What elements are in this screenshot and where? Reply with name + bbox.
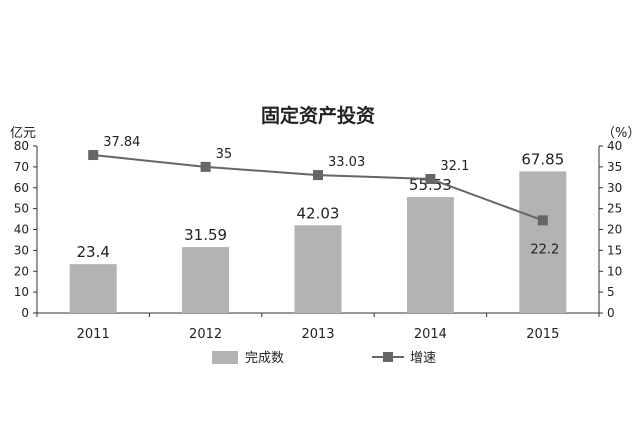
left-tick-label: 80 (14, 139, 29, 153)
left-tick-label: 30 (14, 243, 29, 257)
line-value-label: 22.2 (530, 242, 559, 257)
legend-bar-label: 完成数 (245, 351, 284, 366)
right-axis-unit: （%） (602, 126, 640, 141)
left-tick-label: 40 (14, 223, 29, 237)
right-tick-label: 25 (607, 202, 622, 216)
line-value-label: 32.1 (440, 159, 469, 174)
line-series (88, 150, 548, 226)
bar (69, 264, 117, 313)
left-tick-label: 50 (14, 202, 29, 216)
right-tick-label: 10 (607, 264, 622, 278)
x-tick-label: 2015 (526, 327, 559, 342)
left-tick-label: 70 (14, 160, 29, 174)
legend-bar-swatch (212, 351, 238, 364)
legend-line-marker (383, 352, 393, 362)
right-tick-label: 15 (607, 243, 622, 257)
legend-line-label: 增速 (410, 351, 436, 366)
left-tick-label: 60 (14, 181, 29, 195)
x-tick-label: 2012 (189, 327, 222, 342)
legend: 完成数 增速 (212, 351, 436, 366)
bar-series (69, 171, 567, 313)
bar (406, 197, 454, 313)
right-tick-label: 30 (607, 181, 622, 195)
line-value-label: 35 (216, 147, 233, 162)
bar-value-label: 55.53 (409, 176, 452, 194)
bar-value-label: 67.85 (521, 150, 564, 168)
left-tick-label: 10 (14, 285, 29, 299)
right-tick-label: 40 (607, 139, 622, 153)
right-tick-label: 35 (607, 160, 622, 174)
bar-value-label: 23.4 (76, 243, 109, 261)
line-point (200, 161, 211, 172)
bar-value-label: 42.03 (297, 204, 340, 222)
right-tick-label: 5 (607, 285, 615, 299)
left-tick-label: 20 (14, 264, 29, 278)
right-tick-label: 0 (607, 306, 615, 320)
line-point (313, 170, 323, 181)
x-tick-label: 2013 (301, 327, 334, 342)
x-axis-ticks: 2011 2012 2013 2014 2015 (36, 313, 600, 342)
line-value-label: 33.03 (328, 155, 365, 170)
left-tick-label: 0 (21, 306, 29, 320)
line-point (425, 173, 436, 184)
line-point (537, 215, 548, 226)
line-data-labels: 37.84 35 33.03 32.1 22.2 (103, 135, 559, 257)
line-value-label: 37.84 (103, 135, 140, 150)
bar (519, 171, 567, 313)
right-tick-label: 20 (607, 223, 622, 237)
bar-value-label: 31.59 (184, 226, 227, 244)
x-tick-label: 2014 (414, 327, 447, 342)
bar-data-labels: 23.4 31.59 42.03 55.53 67.85 (76, 150, 564, 261)
left-axis-ticks: 0 10 20 30 40 50 60 70 80 (14, 139, 37, 320)
line-point (88, 150, 99, 161)
left-axis-unit: 亿元 (10, 126, 36, 141)
bar (294, 225, 342, 313)
chart-title: 固定资产投资 (261, 104, 375, 127)
bar (182, 247, 230, 313)
x-tick-label: 2011 (77, 327, 110, 342)
right-axis-ticks: 0 5 10 15 20 25 30 35 40 (599, 139, 622, 320)
